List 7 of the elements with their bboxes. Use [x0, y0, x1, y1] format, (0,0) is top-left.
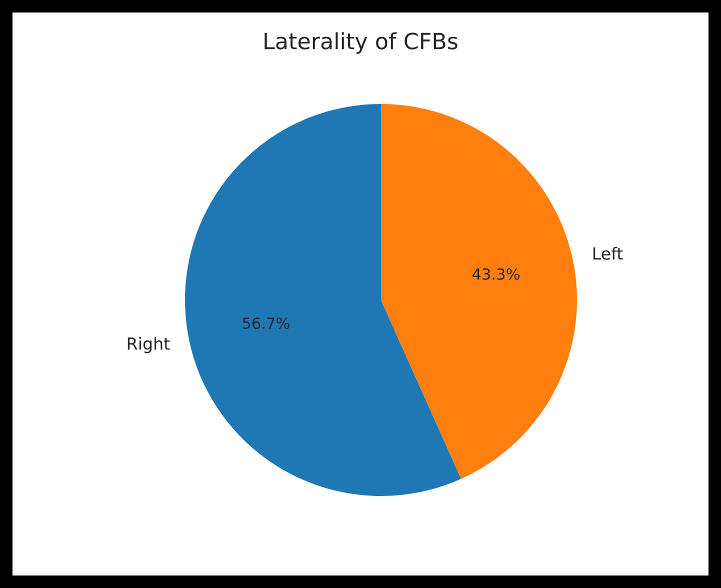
data-label: 43.3% — [472, 268, 520, 280]
slice-label: Left — [593, 246, 623, 260]
slice-label: Right — [128, 336, 170, 354]
pie-slice — [185, 104, 462, 496]
data-label: 56.7% — [242, 317, 290, 330]
pie-slice — [381, 104, 577, 479]
chart-title: Laterality of CFBs — [264, 32, 458, 54]
